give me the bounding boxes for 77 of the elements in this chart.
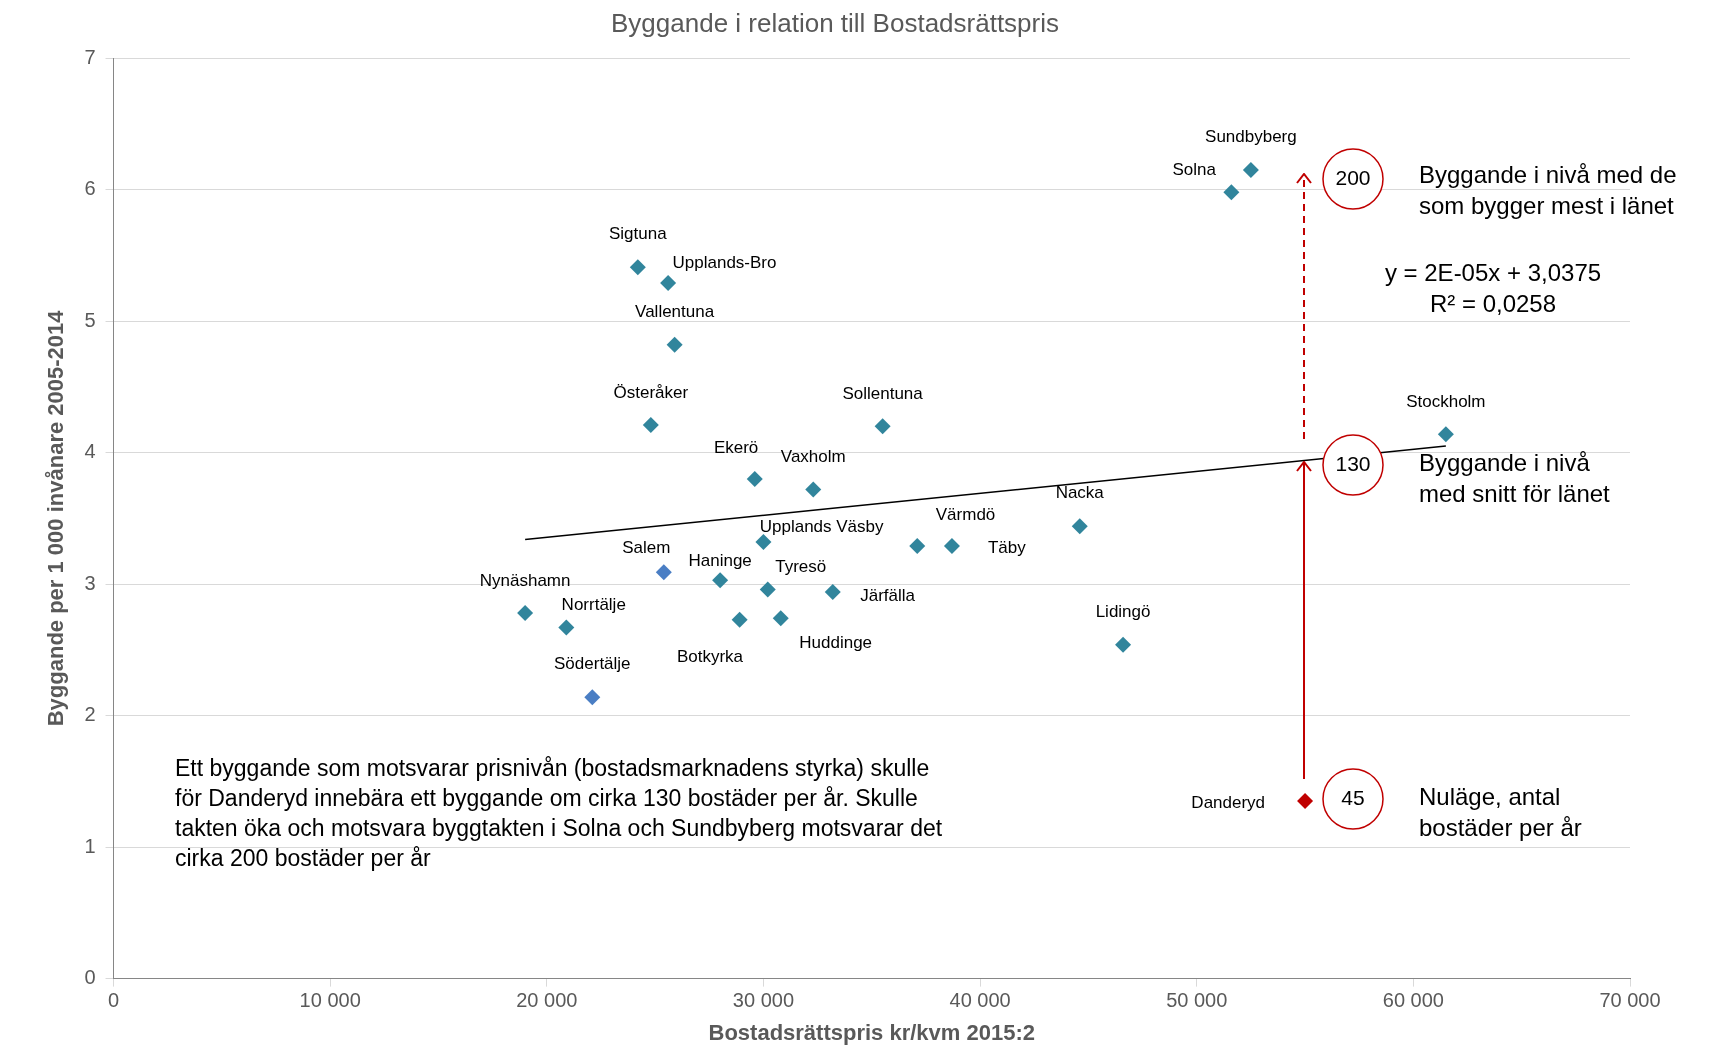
y-tick-label: 5 — [84, 308, 96, 331]
series-label: Solna — [1172, 160, 1217, 180]
series-label: Nacka — [1055, 483, 1105, 503]
x-tick-label: 60 000 — [1382, 989, 1444, 1012]
x-tick-label: 0 — [107, 989, 120, 1012]
series-label: Salem — [622, 537, 671, 557]
series-label: Norrtälje — [561, 595, 626, 615]
chart-title: Byggande i relation till Bostadsrättspris — [610, 7, 1060, 38]
point — [755, 534, 772, 551]
series-label: Haninge — [688, 551, 752, 571]
point — [874, 418, 891, 435]
y-axis-title: Byggande per 1 000 invånare 2005-2014 — [43, 309, 69, 727]
point — [666, 336, 683, 353]
series-label: Botkyrka — [676, 646, 744, 666]
series-label: Upplands-Bro — [672, 252, 777, 272]
annotation: Byggande i nivå med de som bygger mest i länet — [1419, 161, 1677, 220]
y-tick-label: 0 — [84, 966, 96, 989]
point — [1115, 636, 1132, 653]
point — [772, 610, 789, 627]
point — [909, 538, 926, 555]
annotation: 130 — [1335, 451, 1371, 475]
series-label: Södertälje — [554, 653, 631, 673]
point — [655, 564, 672, 581]
point — [629, 259, 646, 276]
point — [731, 611, 748, 628]
x-tick-label: 40 000 — [949, 989, 1011, 1012]
series-label: Upplands Väsby — [759, 517, 885, 537]
annotation: Nuläge, antal bostäder per år — [1419, 783, 1582, 842]
x-tick-label: 10 000 — [299, 989, 361, 1012]
series-label: Sundbyberg — [1205, 126, 1297, 146]
series-label: Vaxholm — [780, 447, 846, 467]
x-tick-label: 50 000 — [1166, 989, 1228, 1012]
annotation: Byggande i nivå med snitt för länet — [1419, 449, 1611, 508]
y-tick-label: 4 — [84, 440, 96, 463]
point — [1242, 161, 1259, 178]
y-tick-label: 6 — [84, 177, 96, 200]
y-tick-label: 3 — [84, 571, 96, 594]
series-label: Nynäshamn — [479, 570, 571, 590]
point — [1223, 184, 1240, 201]
series-label: Vallentuna — [635, 301, 715, 321]
series-label: Järfälla — [860, 586, 916, 606]
series-label: Värmdö — [935, 504, 996, 524]
series-label: Tyresö — [775, 557, 827, 577]
point — [660, 275, 677, 292]
point — [805, 481, 822, 498]
x-tick-label: 30 000 — [732, 989, 795, 1012]
point — [1437, 426, 1454, 443]
annotation: 45 — [1341, 785, 1365, 809]
point — [824, 584, 841, 601]
point — [558, 619, 575, 636]
series-label: Huddinge — [799, 633, 873, 653]
point — [642, 417, 659, 434]
x-axis-title: Bostadsrättspris kr/kvm 2015:2 — [708, 1019, 1036, 1045]
series-label: Lidingö — [1095, 602, 1151, 622]
point — [1297, 793, 1314, 810]
y-tick-label: 2 — [84, 703, 96, 726]
y-tick-label: 1 — [84, 834, 96, 857]
point — [712, 572, 729, 589]
x-tick-label: 20 000 — [516, 989, 578, 1012]
point — [746, 470, 763, 487]
point — [1071, 518, 1088, 535]
point — [584, 689, 601, 706]
point — [759, 581, 776, 598]
y-tick-label: 7 — [84, 45, 96, 68]
annotation: y = 2E-05x + 3,0375 R² = 0,0258 — [1384, 259, 1602, 318]
series-label: Sollentuna — [842, 384, 924, 404]
series-label: Täby — [987, 537, 1027, 557]
annotation: Ett byggande som motsvarar prisnivån (bostadsmarknadens styrka) skulle för Danderyd innebära ett byggande om cirka 130 bostäder per år. Skulle takten öka och motsvara byggtakten i Solna och Sundbyberg motsvarar det cirka 200 bostäder per år — [175, 755, 943, 872]
annotation: 200 — [1335, 165, 1371, 189]
series-label: Stockholm — [1406, 392, 1486, 412]
point — [943, 538, 960, 555]
series-label: Sigtuna — [608, 224, 668, 244]
series-label: Ekerö — [713, 437, 759, 457]
series-label: Danderyd — [1191, 792, 1266, 812]
x-tick-label: 70 000 — [1599, 989, 1661, 1012]
series-label: Österåker — [613, 382, 689, 402]
point — [517, 605, 534, 622]
